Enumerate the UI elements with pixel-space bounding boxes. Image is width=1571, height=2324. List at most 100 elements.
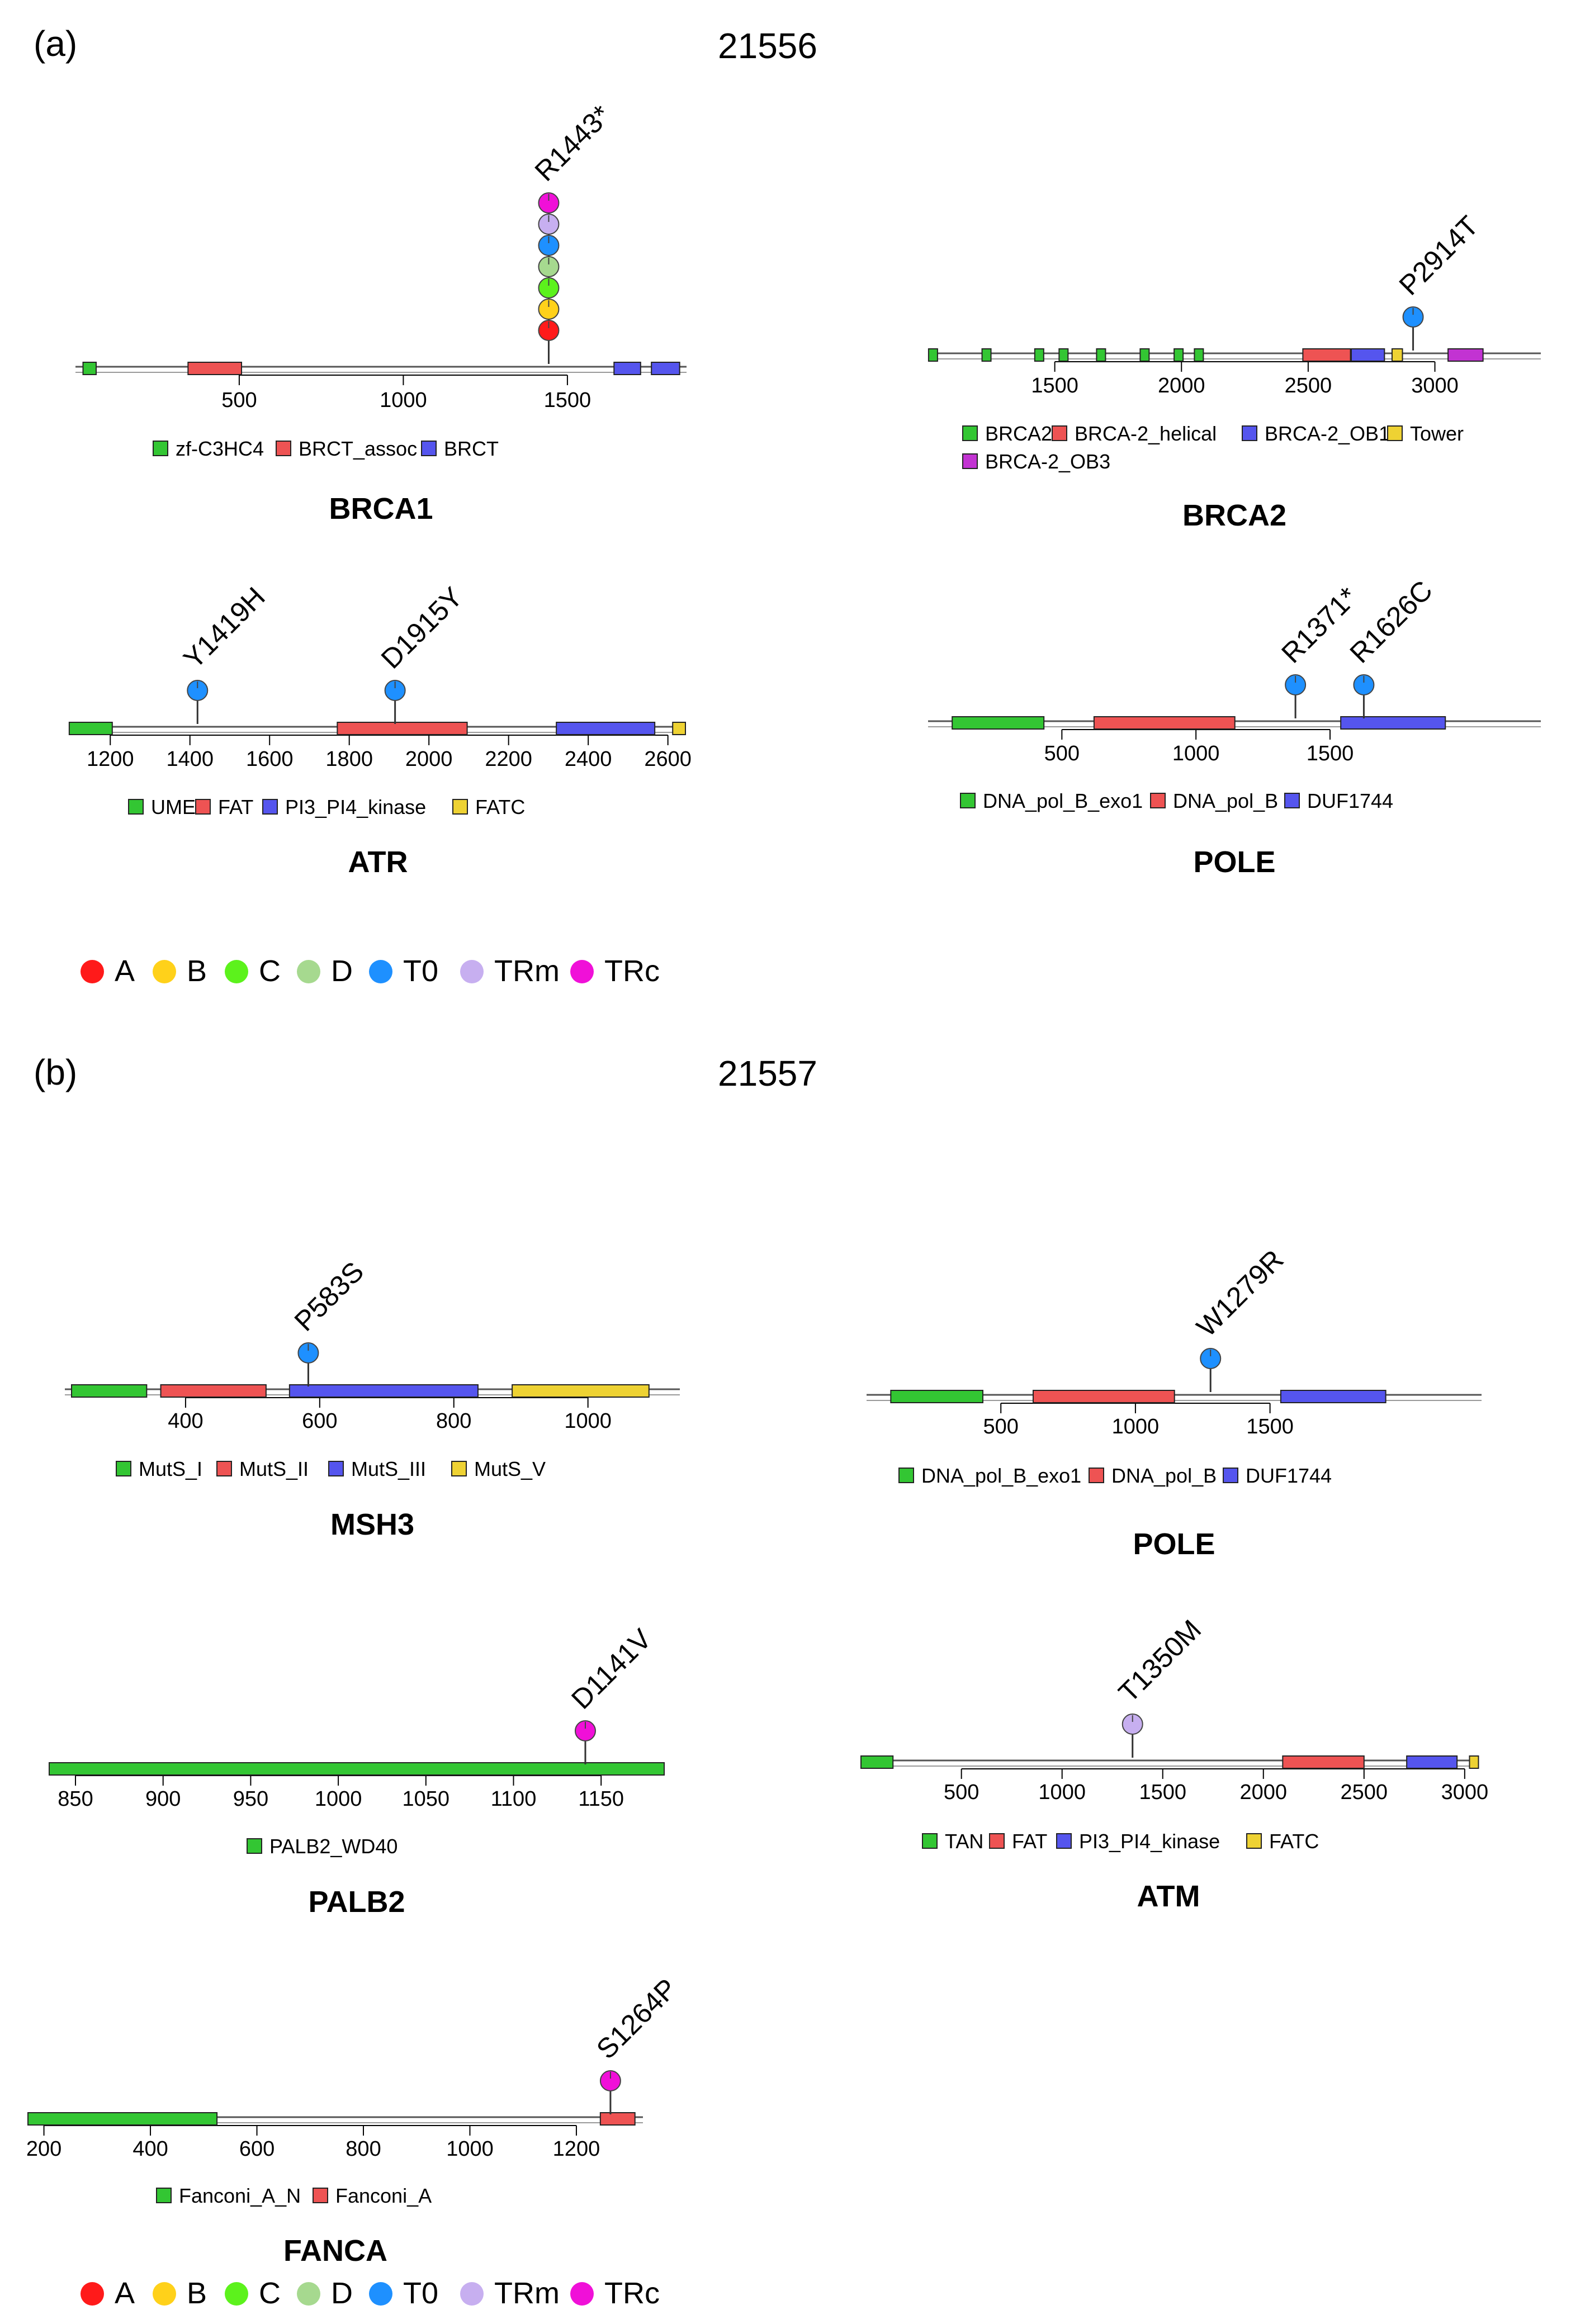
legend-label: Fanconi_A_N [179, 2184, 301, 2207]
domain-legend: PALB2_WD40 [247, 1835, 398, 1858]
domain-legend: TAN FAT PI3_PI4_kinase FATC [922, 1830, 1319, 1853]
x-tick-label: 800 [346, 2137, 381, 2161]
sample-legend-label: T0 [403, 954, 438, 988]
legend-label: BRCA2 [985, 422, 1052, 445]
mutation-marker-d [538, 256, 560, 277]
x-tick-label: 1000 [446, 2137, 494, 2161]
x-tick-label: 1000 [1112, 1415, 1160, 1438]
domain-zf-c3hc4 [82, 362, 97, 375]
domain-brca-2-ob1 [1350, 348, 1385, 362]
x-tick-label: 1400 [166, 747, 214, 771]
legend-label: MutS_I [139, 1457, 202, 1480]
domain-fat [337, 722, 468, 735]
x-tick-label: 3000 [1411, 374, 1459, 397]
legend-swatch [1223, 1468, 1238, 1483]
legend-label: DNA_pol_B_exo1 [983, 789, 1143, 812]
x-tick-label: 2500 [1285, 374, 1332, 397]
legend-label: FATC [475, 796, 525, 818]
x-tick-label: 1600 [246, 747, 294, 771]
legend-label: FAT [218, 796, 253, 818]
lollipop-plot-brca1: 500 1000 1500 R1443* zf-C3HC4 BRCT_assoc BRCT B… [75, 99, 687, 526]
legend-swatch [962, 453, 978, 469]
domain-dna-pol-b [1093, 716, 1236, 730]
domain-palb2-wd40 [49, 1762, 665, 1776]
x-tick-label: 2600 [644, 747, 692, 771]
x-tick-label: 600 [302, 1409, 337, 1433]
sample-id-a: 21556 [718, 26, 817, 66]
domain-brct [651, 362, 680, 375]
legend-swatch [153, 441, 168, 456]
domain-ume [68, 722, 113, 735]
x-tick-label: 1500 [1139, 1781, 1186, 1804]
sample-legend-label: TRm [494, 2276, 560, 2310]
legend-label: PALB2_WD40 [269, 1835, 398, 1858]
sample-swatch-b [153, 2282, 176, 2306]
mutation-marker-c [538, 277, 560, 299]
x-tick-label: 3000 [1441, 1781, 1489, 1804]
lollipop-plot-palb2: 850 900 950 1000 1050 1100 1150 D1141V PALB2_WD4… [49, 1623, 665, 1919]
mutation-label: R1626C [1344, 574, 1438, 669]
gene-name: PALB2 [308, 1885, 405, 1919]
sample-legend-label: T0 [403, 2276, 438, 2310]
domain-fanconi-a-n [27, 2112, 218, 2126]
gene-name: POLE [1133, 1527, 1215, 1561]
domain-legend: Fanconi_A_N Fanconi_A [156, 2184, 432, 2207]
x-tick-label: 2000 [1158, 374, 1205, 397]
sample-legend-label: D [331, 954, 353, 988]
sample-swatch-trm [460, 2282, 484, 2306]
legend-swatch [116, 1461, 131, 1476]
x-tick-label: 400 [133, 2137, 168, 2161]
legend-swatch [1242, 425, 1257, 441]
domain-dna-pol-b [1032, 1390, 1175, 1403]
legend-label: DUF1744 [1246, 1464, 1332, 1487]
legend-label: DNA_pol_B_exo1 [921, 1464, 1081, 1487]
x-tick-label: 1500 [1307, 742, 1354, 765]
legend-swatch [451, 1461, 467, 1476]
domain-brct [613, 362, 641, 375]
lollipop-plot-atr: 1200 1400 1600 1800 2000 2200 2400 2600 Y1419H D1… [68, 581, 692, 879]
legend-swatch [1052, 425, 1067, 441]
x-tick-label: 1500 [544, 389, 592, 412]
x-tick-label: 1000 [315, 1787, 362, 1811]
x-tick-label: 1000 [564, 1409, 612, 1433]
domain-legend: MutS_I MutS_II MutS_III MutS_V [116, 1457, 546, 1480]
domain-brca2 [1194, 348, 1204, 362]
sample-legend-label: A [115, 954, 135, 988]
domain-muts-i [70, 1384, 148, 1398]
legend-swatch [1284, 793, 1300, 808]
mutation-label: P2914T [1393, 210, 1484, 301]
legend-swatch [1387, 425, 1403, 441]
x-tick-label: 1050 [403, 1787, 450, 1811]
domain-fatc [672, 722, 686, 735]
lollipop-plot-brca2: 1500 2000 2500 3000 P2914T BRCA2 BRCA-2_helica… [928, 210, 1541, 532]
mutation-marker-trm [1122, 1714, 1143, 1735]
mutation-marker-b [538, 299, 560, 320]
legend-label: DNA_pol_B [1173, 789, 1278, 812]
gene-name: BRCA2 [1182, 499, 1286, 532]
sample-legend-label: TRc [604, 954, 660, 988]
domain-muts-v [512, 1384, 650, 1398]
legend-label: MutS_II [239, 1457, 309, 1480]
domain-brca2 [1096, 348, 1106, 362]
x-tick-label: 950 [233, 1787, 268, 1811]
mutation-label: D1141V [565, 1623, 657, 1715]
domain-dna-pol-b-exo1 [952, 716, 1045, 730]
domain-legend: UME FAT PI3_PI4_kinase FATC [128, 796, 525, 818]
domain-legend: DNA_pol_B_exo1 DNA_pol_B DUF1744 [898, 1464, 1332, 1487]
x-tick-label: 2400 [565, 747, 612, 771]
x-tick-label: 2000 [1239, 1781, 1287, 1804]
legend-swatch [328, 1461, 344, 1476]
sample-legend-label: TRc [604, 2276, 660, 2310]
sample-legend-label: C [259, 954, 281, 988]
mutation-marker-t0 [187, 680, 209, 701]
mutation-marker-trc [599, 2070, 621, 2091]
legend-label: BRCA-2_OB1 [1265, 422, 1390, 445]
legend-swatch [276, 441, 291, 456]
sample-legend-label: TRm [494, 954, 560, 988]
sample-swatch-b [153, 960, 176, 983]
domain-brca2 [981, 348, 992, 362]
legend-swatch [156, 2188, 172, 2203]
sample-swatch-t0 [369, 960, 392, 983]
